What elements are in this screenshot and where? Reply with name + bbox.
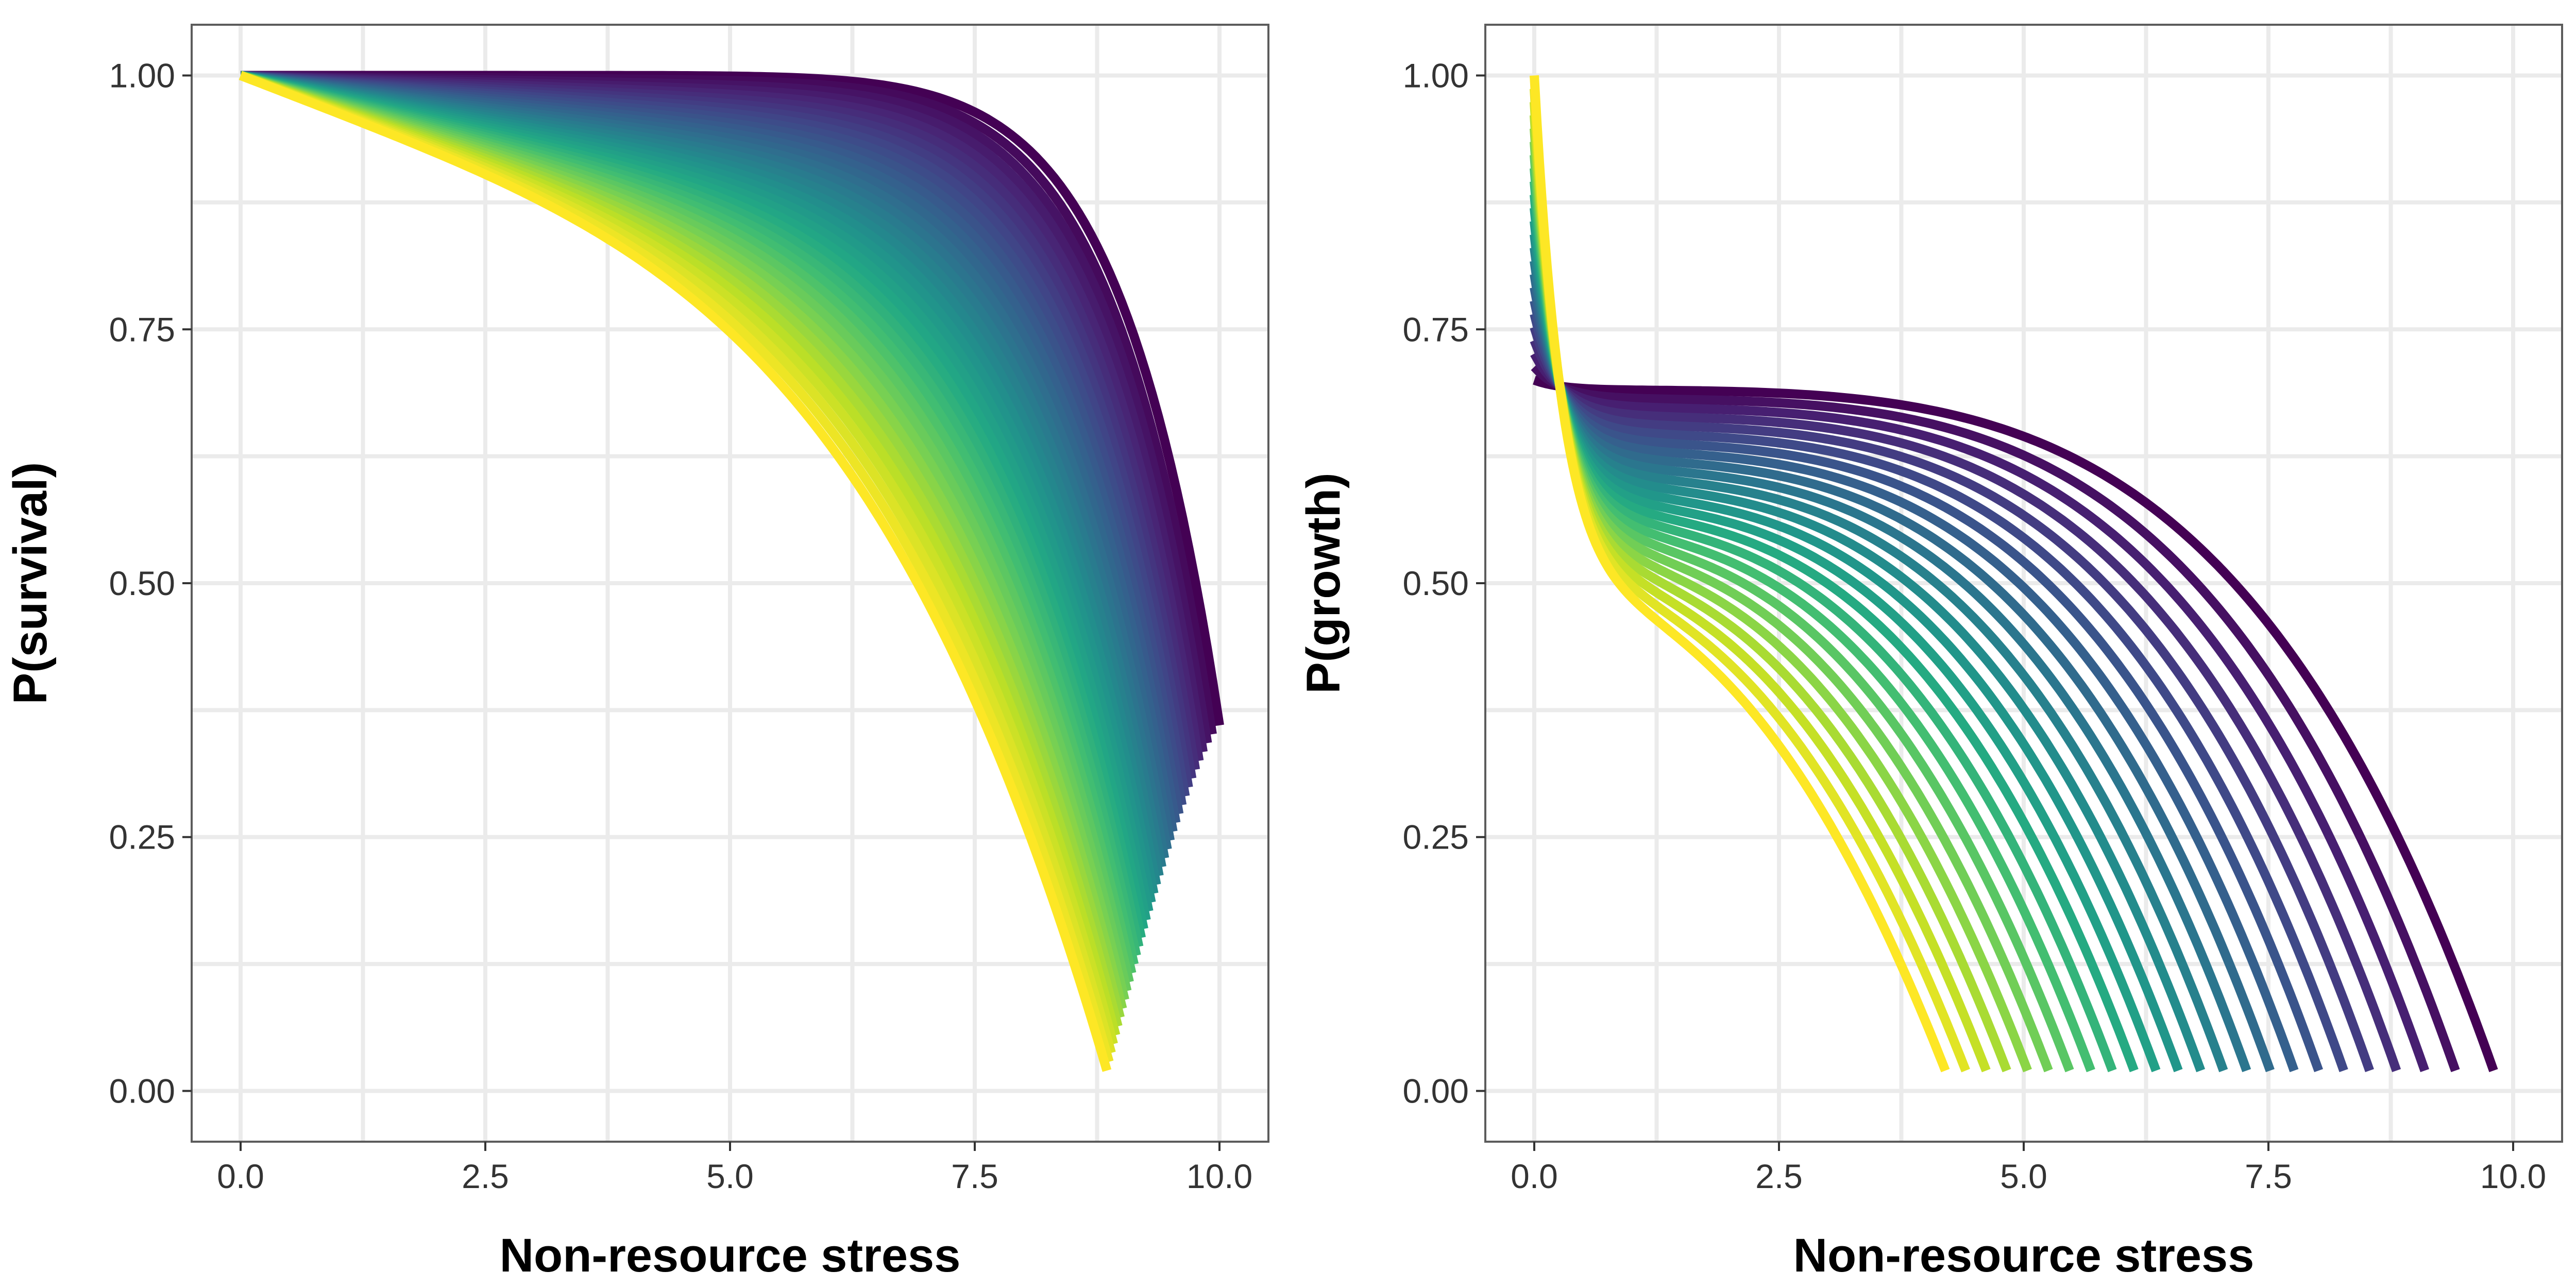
series-lines <box>239 71 1224 1072</box>
series-line-16 <box>1530 181 2117 1073</box>
x-tick-label: 10.0 <box>2480 1157 2546 1195</box>
series-line-18 <box>1530 155 2074 1073</box>
series-line-1 <box>1533 376 2498 1073</box>
series-line-10 <box>1530 260 2251 1073</box>
y-tick-label: 0.50 <box>109 564 175 602</box>
series-line-2 <box>1531 363 2460 1073</box>
x-tick-label: 0.0 <box>217 1157 264 1195</box>
y-tick-label: 1.00 <box>109 57 175 95</box>
series-line-20 <box>1530 128 2032 1073</box>
series-line-8 <box>1530 286 2299 1073</box>
panel-1: 0.0 2.5 5.0 7.5 10.0 0.00 0.25 0.50 0.75 1.00 Non-… <box>4 24 1269 1282</box>
y-tick-label: 1.00 <box>1403 57 1469 95</box>
series-lines <box>1530 75 2498 1073</box>
y-tick-label: 0.00 <box>109 1072 175 1110</box>
x-tick-label: 5.0 <box>706 1157 754 1195</box>
series-line-13 <box>1530 221 2183 1073</box>
series-line-5 <box>1530 326 2374 1072</box>
x-tick-label: 2.5 <box>1755 1157 1803 1195</box>
series-line-11 <box>1530 247 2228 1073</box>
x-tick-label: 7.5 <box>951 1157 998 1195</box>
y-tick-label: 0.75 <box>109 310 175 348</box>
series-line-40 <box>239 71 1112 1072</box>
x-axis-title: Non-resource stress <box>500 1229 961 1282</box>
y-tick-label: 0.50 <box>1403 564 1469 602</box>
series-line-24 <box>1530 75 1950 1073</box>
panel-2: 0.0 2.5 5.0 7.5 10.0 0.00 0.25 0.50 0.75 1.00 Non-… <box>1297 24 2563 1282</box>
series-line-6 <box>1530 313 2348 1073</box>
series-line-14 <box>1530 207 2161 1073</box>
x-tick-label: 7.5 <box>2245 1157 2292 1195</box>
series-line-19 <box>1530 141 2053 1073</box>
series-line-12 <box>1530 233 2206 1073</box>
x-tick-label: 10.0 <box>1187 1157 1252 1195</box>
series-line-7 <box>1530 299 2323 1073</box>
x-axis-title: Non-resource stress <box>1793 1229 2255 1282</box>
y-axis-title: P(growth) <box>1297 472 1350 693</box>
series-line-21 <box>1530 115 2011 1073</box>
x-tick-label: 2.5 <box>462 1157 509 1195</box>
y-tick-label: 0.75 <box>1403 310 1469 348</box>
y-axis-title: P(survival) <box>4 462 57 704</box>
series-line-4 <box>1530 338 2401 1072</box>
y-tick-label: 0.00 <box>1403 1072 1469 1110</box>
series-line-17 <box>1530 167 2095 1073</box>
series-line-15 <box>1530 194 2139 1073</box>
series-line-22 <box>1530 101 1991 1073</box>
y-tick-label: 0.25 <box>109 818 175 856</box>
x-tick-label: 5.0 <box>2000 1157 2047 1195</box>
y-tick-label: 0.25 <box>1403 818 1469 856</box>
x-tick-label: 0.0 <box>1511 1157 1558 1195</box>
series-line-3 <box>1530 351 2429 1072</box>
series-line-9 <box>1530 273 2275 1073</box>
